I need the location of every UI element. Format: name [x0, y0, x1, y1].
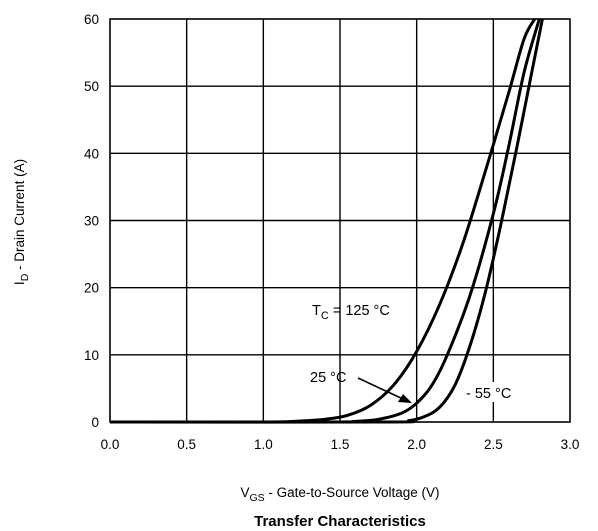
y-tick-label: 30: [84, 214, 99, 229]
x-tick-label: 3.0: [561, 437, 580, 452]
x-tick-label: 1.0: [254, 437, 273, 452]
y-tick-label: 10: [84, 348, 99, 363]
y-tick-labels: 0 10 20 30 40 50 60: [84, 12, 99, 430]
annotation-25c-arrowhead: [398, 394, 412, 403]
annotation-25c-arrow-line: [357, 377, 404, 400]
x-axis-label-main: V: [240, 485, 249, 500]
annotation-25c: 25 °C: [310, 370, 346, 386]
annotation-tc-sub: C: [321, 310, 329, 322]
y-tick-label: 20: [84, 281, 99, 296]
annotation-tc-125: TC = 125 °C: [312, 303, 390, 322]
annotation-55c-bg: [462, 382, 528, 402]
x-axis-label: VGS - Gate-to-Source Voltage (V): [240, 485, 439, 504]
x-axis-label-rest: - Gate-to-Source Voltage (V): [265, 485, 440, 500]
y-axis-label-main: I: [12, 281, 27, 285]
annotation-tc-rest: = 125 °C: [329, 303, 390, 319]
chart-title: Transfer Characteristics: [254, 513, 426, 530]
y-axis-label-rest: - Drain Current (A): [12, 159, 27, 274]
y-axis-label: ID - Drain Current (A): [12, 159, 31, 285]
annotation-minus-55c: - 55 °C: [466, 386, 511, 402]
plot-frame: [109, 18, 571, 423]
x-tick-label: 2.0: [407, 437, 426, 452]
x-tick-label: 2.5: [484, 437, 503, 452]
y-tick-label: 60: [84, 12, 99, 27]
x-tick-labels: 0.0 0.5 1.0 1.5 2.0 2.5 3.0: [101, 437, 580, 452]
grid-lines: [110, 19, 570, 422]
y-axis-label-sub: D: [19, 273, 31, 281]
x-tick-label: 0.0: [101, 437, 120, 452]
annotation-tc-main: T: [312, 303, 321, 319]
y-tick-label: 50: [84, 79, 99, 94]
y-tick-label: 40: [84, 146, 99, 161]
y-tick-label: 0: [91, 415, 99, 430]
x-tick-label: 1.5: [331, 437, 350, 452]
x-tick-label: 0.5: [177, 437, 196, 452]
x-axis-label-sub: GS: [250, 492, 265, 504]
